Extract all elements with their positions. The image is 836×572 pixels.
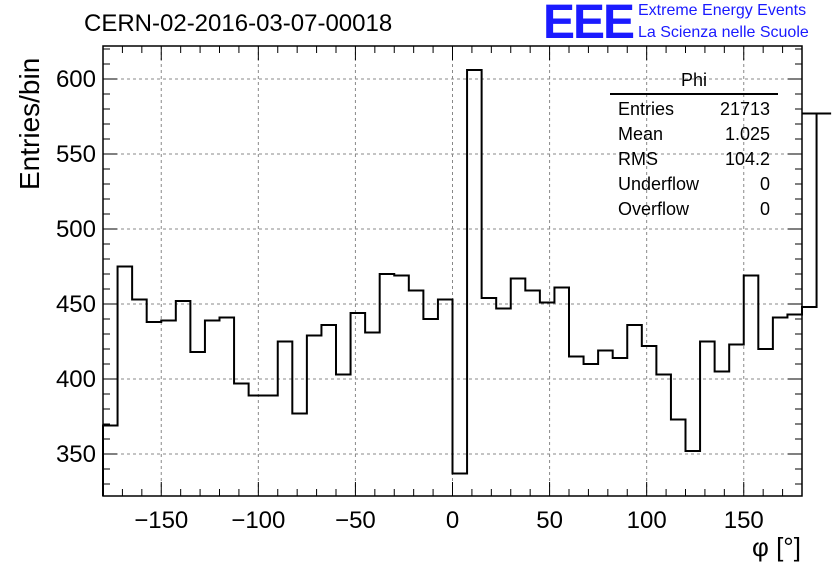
histogram-bin — [525, 291, 540, 497]
histogram-bin — [569, 357, 584, 497]
histogram-bin — [598, 351, 613, 497]
histogram-outline — [102, 69, 832, 496]
stats-row-rms: RMS 104.2 — [610, 147, 778, 172]
histogram-bin — [307, 336, 322, 497]
stats-value: 21713 — [719, 99, 770, 119]
histogram-bin — [482, 298, 497, 496]
histogram-bin — [161, 321, 176, 497]
stats-row-overflow: Overflow 0 — [610, 197, 778, 222]
histogram-bin — [540, 303, 555, 497]
histogram-bin — [103, 426, 118, 497]
y-tick-label: 550 — [56, 141, 96, 168]
histogram-bin — [205, 321, 220, 497]
histogram-bin — [278, 342, 293, 497]
x-axis-label: φ [°] — [752, 532, 801, 562]
histogram-bin — [642, 346, 657, 496]
histogram-bin — [365, 333, 380, 497]
histogram-bin — [321, 325, 336, 496]
histogram-bin — [118, 267, 133, 497]
histogram-bin — [686, 451, 701, 496]
histogram-bin — [351, 313, 366, 496]
histogram-bin — [190, 352, 205, 496]
histogram-bin — [584, 364, 599, 496]
y-tick-label: 450 — [56, 291, 96, 318]
x-tick-label: 150 — [724, 507, 764, 534]
histogram-bin — [220, 318, 235, 497]
histogram-bin — [758, 349, 773, 496]
y-tick-label: 350 — [56, 441, 96, 468]
x-tick-label: −150 — [134, 507, 188, 534]
eee-logo-mark: EEE — [543, 0, 635, 49]
x-tick-label: −100 — [231, 507, 285, 534]
histogram-bin — [147, 322, 162, 496]
stats-label: Entries — [618, 99, 675, 119]
histogram-bin — [627, 325, 642, 496]
histogram-bin — [263, 396, 278, 497]
histogram-bin — [380, 274, 395, 496]
x-tick-label: −50 — [335, 507, 376, 534]
histogram-bin — [744, 276, 759, 497]
stats-row-mean: Mean 1.025 — [610, 122, 778, 147]
stats-value: 104.2 — [724, 149, 770, 169]
histogram-bin — [176, 301, 191, 496]
histogram-bin — [409, 291, 424, 497]
y-tick-label: 500 — [56, 216, 96, 243]
histogram-bin — [729, 345, 744, 497]
histogram-bin — [132, 300, 147, 497]
stats-value: 0 — [759, 199, 770, 219]
histogram-bin — [554, 288, 569, 497]
histogram-bin — [671, 420, 686, 497]
histogram-bin — [292, 414, 307, 497]
stats-label: Underflow — [618, 174, 700, 194]
histogram-bin — [234, 384, 249, 497]
histogram-bin — [249, 396, 264, 497]
histogram-bin — [453, 474, 468, 497]
histogram-bin — [613, 358, 628, 496]
histogram-bin — [336, 375, 351, 497]
stats-label: Mean — [618, 124, 664, 144]
y-axis-label: Entries/bin — [14, 57, 45, 190]
logo-line-2: La Scienza nelle Scuole — [638, 24, 809, 41]
stats-value: 1.025 — [724, 124, 770, 144]
histogram-bin — [467, 70, 482, 496]
histogram-bin — [787, 315, 802, 497]
y-tick-label: 600 — [56, 66, 96, 93]
histogram-bin — [394, 276, 409, 497]
histogram-bin — [511, 279, 526, 497]
chart-title: CERN-02-2016-03-07-00018 — [84, 10, 393, 37]
histogram-bin — [817, 114, 832, 497]
y-tick-label: 400 — [56, 366, 96, 393]
x-tick-label: 50 — [536, 507, 563, 534]
logo-line-1: Extreme Energy Events — [638, 2, 807, 19]
histogram-bin — [773, 318, 788, 497]
histogram-bin — [656, 375, 671, 497]
stats-title: Phi — [680, 70, 707, 90]
x-tick-label: 100 — [627, 507, 667, 534]
stats-label: RMS — [618, 149, 658, 169]
histogram-bin — [700, 342, 715, 497]
histogram-bin — [438, 300, 453, 497]
x-tick-label: 0 — [446, 507, 459, 534]
histogram-bin — [496, 309, 511, 497]
stats-row-underflow: Underflow 0 — [610, 172, 778, 197]
stats-value: 0 — [759, 174, 770, 194]
histogram-bin — [802, 307, 817, 496]
stats-row-entries: Entries 21713 — [610, 97, 778, 122]
stats-label: Overflow — [618, 199, 690, 219]
histogram-bin — [715, 372, 730, 497]
histogram-bin — [423, 319, 438, 496]
stats-divider — [610, 93, 778, 95]
stats-box: Phi Entries 21713 Mean 1.025 RMS 104.2 U… — [610, 70, 778, 222]
